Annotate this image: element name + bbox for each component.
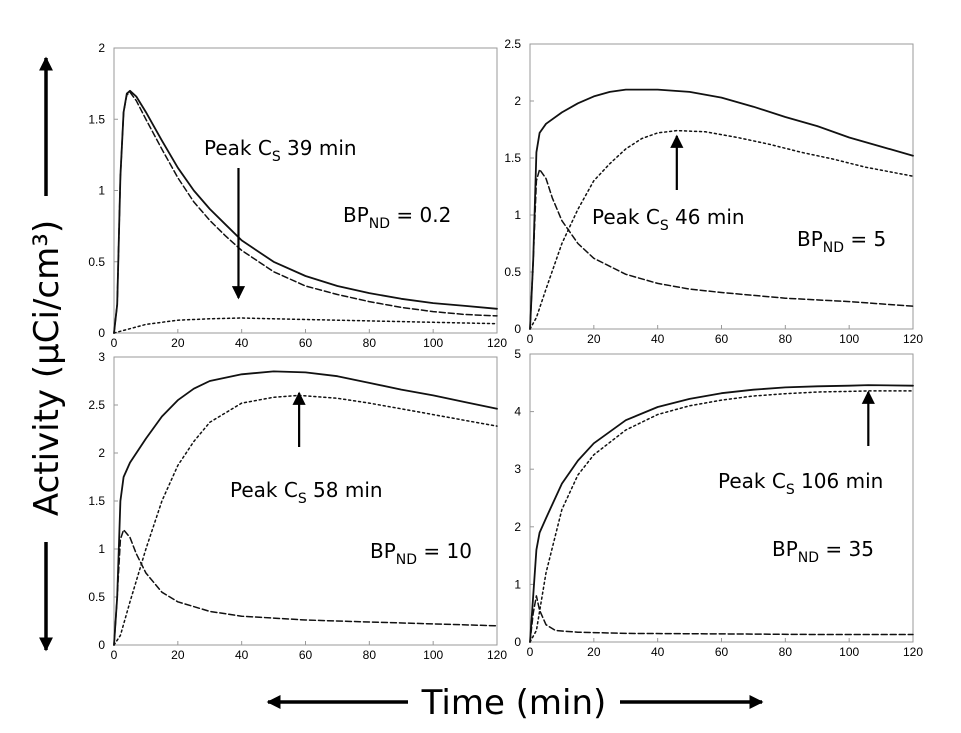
series-line-solid — [113, 370, 498, 646]
series-line-solid — [529, 384, 914, 643]
series-line-solid — [529, 88, 914, 330]
peak-annotation: Peak CS 58 min — [230, 478, 383, 507]
x-tick-label: 60 — [299, 648, 313, 662]
x-tick-label: 60 — [715, 645, 729, 659]
peak-annotation: Peak CS 39 min — [204, 136, 357, 165]
panel-bp-35: 0 20 40 60 80 100 120 0 1 2 3 4 5 Peak CS 106 min BPND… — [514, 347, 923, 659]
series-line-dotted — [113, 394, 498, 646]
y-tick-label: 1.5 — [88, 112, 105, 126]
x-tick-label: 0 — [527, 332, 534, 346]
plot-frame — [113, 47, 498, 334]
x-tick-label: 80 — [363, 336, 377, 350]
peak-annotation: Peak CS 46 min — [592, 205, 745, 234]
x-tick-label: 60 — [715, 332, 729, 346]
panel-bp-0-2: 0 20 40 60 80 100 120 0 0.5 1 1.5 2 Peak CS 39 min BP… — [88, 41, 507, 350]
y-tick-label: 0.5 — [504, 265, 521, 279]
x-tick-label: 0 — [527, 645, 534, 659]
y-tick-label: 0 — [514, 635, 521, 649]
x-tick-label: 120 — [487, 648, 507, 662]
bp-annotation: BPND = 0.2 — [343, 203, 451, 232]
x-tick-label: 80 — [363, 648, 377, 662]
series-line-dashed — [113, 91, 498, 334]
x-tick-label: 60 — [299, 336, 313, 350]
y-tick-label: 1 — [98, 542, 105, 556]
y-tick-label: 1.5 — [504, 151, 521, 165]
x-tick-label: 40 — [235, 648, 249, 662]
y-tick-label: 1 — [514, 208, 521, 222]
plot-frame — [529, 43, 914, 330]
y-tick-label: 0 — [98, 326, 105, 340]
peak-annotation: Peak CS 106 min — [718, 469, 883, 498]
bp-annotation: BPND = 5 — [797, 227, 886, 256]
y-tick-label: 1 — [514, 577, 521, 591]
x-tick-label: 80 — [779, 645, 793, 659]
y-tick-label: 2 — [98, 41, 105, 55]
panel-bp-10: 0 20 40 60 80 100 120 0 0.5 1 1.5 2 2.5 3 Peak CS 58 m… — [88, 350, 507, 662]
series-line-dotted — [529, 390, 914, 643]
x-tick-label: 20 — [171, 336, 185, 350]
y-tick-label: 2 — [98, 446, 105, 460]
series-line-dashed — [529, 168, 914, 330]
x-axis-label-group: Time (min) — [266, 683, 764, 723]
y-tick-label: 0 — [514, 322, 521, 336]
x-tick-label: 0 — [111, 336, 118, 350]
y-tick-label: 0.5 — [88, 255, 105, 269]
x-tick-label: 40 — [651, 332, 665, 346]
bp-annotation: BPND = 35 — [772, 537, 874, 566]
series-line-dashed — [113, 529, 498, 646]
x-tick-label: 20 — [587, 332, 601, 346]
x-tick-label: 120 — [903, 332, 923, 346]
y-tick-label: 2.5 — [504, 37, 521, 51]
x-tick-label: 20 — [171, 648, 185, 662]
x-tick-label: 100 — [423, 336, 443, 350]
x-tick-label: 120 — [903, 645, 923, 659]
series-line-dotted — [529, 129, 914, 330]
x-tick-label: 100 — [839, 332, 859, 346]
y-tick-label: 4 — [514, 405, 521, 419]
y-tick-label: 3 — [98, 350, 105, 364]
bp-annotation: BPND = 10 — [370, 539, 472, 568]
y-tick-label: 2 — [514, 520, 521, 534]
y-tick-label: 2 — [514, 94, 521, 108]
plot-frame — [529, 353, 914, 643]
y-axis-label: Activity (µCi/cm³) — [27, 220, 67, 516]
x-tick-label: 40 — [651, 645, 665, 659]
y-tick-label: 1 — [98, 184, 105, 198]
x-tick-label: 0 — [111, 648, 118, 662]
series-line-dotted — [113, 317, 498, 334]
x-tick-label: 20 — [587, 645, 601, 659]
x-axis-label: Time (min) — [421, 683, 607, 723]
x-tick-label: 100 — [839, 645, 859, 659]
x-tick-label: 120 — [487, 336, 507, 350]
series-line-dashed — [529, 595, 914, 643]
y-axis-label-group: Activity (µCi/cm³) — [27, 56, 67, 652]
panel-bp-5: 0 20 40 60 80 100 120 0 0.5 1 1.5 2 2.5 Peak CS 46 mi… — [504, 37, 923, 346]
y-tick-label: 1.5 — [88, 494, 105, 508]
y-tick-label: 5 — [514, 347, 521, 361]
y-tick-label: 3 — [514, 462, 521, 476]
y-tick-label: 0 — [98, 638, 105, 652]
x-tick-label: 80 — [779, 332, 793, 346]
y-tick-label: 0.5 — [88, 590, 105, 604]
y-tick-label: 2.5 — [88, 398, 105, 412]
x-tick-label: 40 — [235, 336, 249, 350]
x-tick-label: 100 — [423, 648, 443, 662]
